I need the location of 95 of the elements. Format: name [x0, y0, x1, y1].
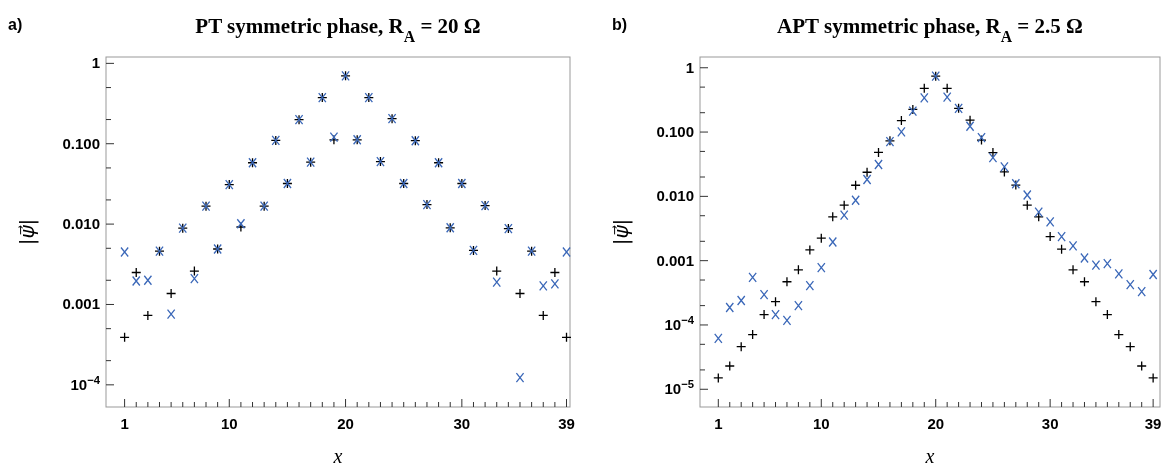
point — [725, 302, 734, 313]
point — [1148, 269, 1158, 280]
y-tick-label: 0.100 — [62, 134, 100, 152]
point — [165, 288, 177, 299]
point — [1147, 372, 1159, 384]
point — [861, 167, 873, 178]
y-tick-label: 1 — [685, 58, 694, 76]
point — [988, 152, 998, 163]
x-axis-title: x — [332, 445, 343, 467]
x-tick-label: 1 — [714, 415, 723, 432]
point — [1034, 206, 1043, 218]
point — [1068, 240, 1078, 251]
point — [874, 159, 883, 170]
point — [1000, 161, 1009, 173]
x-tick-label: 1 — [120, 415, 129, 432]
point — [1103, 258, 1112, 269]
point — [771, 309, 780, 320]
point — [549, 267, 561, 278]
text: a) — [8, 16, 23, 33]
point — [714, 333, 723, 344]
point — [794, 300, 803, 311]
point — [1091, 260, 1101, 271]
point — [1080, 252, 1089, 264]
point — [1067, 264, 1079, 275]
x-tick-label: 39 — [558, 415, 575, 432]
point — [1033, 211, 1044, 223]
x-tick-label: 30 — [453, 415, 471, 432]
point — [748, 272, 757, 283]
point — [236, 218, 246, 229]
point — [1045, 231, 1056, 242]
text: b) — [612, 16, 628, 33]
point — [816, 232, 827, 244]
y-tick-label: 10$^{−5}$ — [664, 378, 694, 398]
chart-title: APT symmetric phase, R$_{A}$ = 2.5 Ω — [777, 14, 1083, 45]
x-tick-label: 30 — [1041, 415, 1059, 432]
point — [1023, 189, 1032, 201]
point — [804, 244, 815, 256]
point — [897, 126, 906, 137]
x-tick-label: 20 — [927, 415, 945, 432]
point — [782, 315, 792, 326]
x-tick-label: 39 — [1144, 415, 1162, 432]
point — [1045, 216, 1055, 228]
point — [758, 309, 770, 320]
point — [550, 278, 560, 290]
point — [1090, 296, 1102, 307]
point — [759, 289, 769, 300]
point — [987, 147, 999, 158]
point — [539, 280, 548, 292]
y-tick-label: 0.100 — [656, 123, 694, 141]
x-tick-label: 10 — [812, 415, 830, 432]
x-axis-title: x — [924, 445, 935, 467]
point — [166, 308, 176, 320]
y-tick-label: 1 — [91, 54, 100, 72]
point — [190, 273, 199, 284]
point — [1126, 279, 1135, 290]
point — [1137, 286, 1146, 297]
y-tick-label: 0.001 — [656, 251, 694, 269]
point — [142, 310, 154, 321]
point — [713, 372, 724, 384]
point — [817, 262, 826, 273]
point — [724, 360, 735, 372]
point — [514, 288, 526, 299]
x-tick-label: 20 — [337, 415, 354, 432]
point — [1057, 231, 1066, 242]
x-tick-label: 10 — [220, 415, 238, 432]
point — [189, 265, 200, 277]
point — [515, 372, 525, 383]
point — [920, 92, 929, 104]
y-tick-label: 0.010 — [656, 187, 694, 205]
point — [965, 121, 975, 132]
y-tick-label: 10$^{−4}$ — [70, 373, 101, 393]
point — [131, 275, 141, 287]
point — [1114, 268, 1124, 279]
y-axis-title: |ψ⃗| — [609, 218, 633, 246]
point — [143, 275, 153, 286]
point — [964, 115, 976, 126]
point — [839, 210, 849, 221]
chart-title: PT symmetric phase, R$_{A}$ = 20 Ω — [195, 14, 481, 45]
point — [781, 276, 793, 287]
y-tick-label: 10$^{−4}$ — [664, 313, 695, 333]
point — [851, 195, 860, 206]
point — [827, 211, 838, 223]
y-axis-title: |ψ⃗| — [15, 218, 39, 246]
point — [942, 91, 952, 103]
point — [120, 246, 129, 258]
point — [805, 280, 815, 291]
point — [736, 295, 746, 306]
point — [862, 174, 872, 185]
point — [491, 265, 502, 277]
point — [1136, 360, 1147, 372]
point — [562, 246, 571, 258]
y-tick-label: 0.010 — [62, 215, 100, 233]
y-tick-label: 0.001 — [62, 295, 100, 313]
point — [828, 236, 837, 248]
point — [492, 276, 501, 288]
